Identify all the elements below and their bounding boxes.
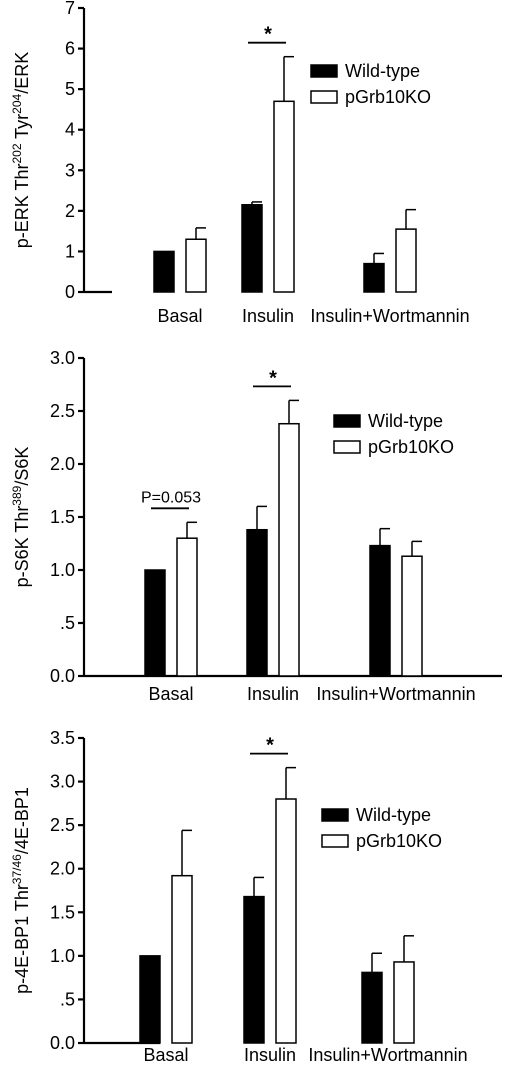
legend-label-wildtype: Wild-type [368, 411, 443, 431]
chart-panel-3: 0.0 .5 1.0 1.5 2.0 2.5 3.0 3.5 p-4E-BP1 Thr37/46… [10, 728, 468, 1065]
y-axis-label-part: p-4E-BP1 Thr [12, 884, 32, 994]
y-tick-label: 7 [65, 0, 75, 18]
chart-panel-1: 0 1 2 3 4 5 6 7 p-ERK Thr202 Tyr204/ERK Basal Insu… [10, 0, 470, 326]
bar-pgrb10ko [393, 961, 415, 1044]
bar-wildtype [363, 262, 385, 293]
y-axis-label-superscript: 202 [10, 143, 24, 163]
bar-pgrb10ko [176, 537, 198, 677]
y-axis-label: p-S6K Thr389/S6K [10, 447, 32, 588]
category-label: Insulin [247, 684, 299, 704]
bar-pgrb10ko [171, 874, 193, 1044]
bar-wildtype [243, 895, 265, 1044]
bar-pgrb10ko [395, 228, 417, 293]
legend-label-wildtype: Wild-type [356, 805, 431, 825]
bar-wildtype [139, 955, 161, 1044]
y-tick-label: 3.5 [50, 728, 75, 748]
y-tick-label: 2.5 [50, 401, 75, 421]
bar-wildtype [153, 250, 175, 293]
legend-label-pgrb10ko: pGrb10KO [345, 87, 431, 107]
y-axis-label-superscript: 389 [10, 485, 24, 505]
y-axis-label: p-4E-BP1 Thr37/46/4E-BP1 [10, 787, 32, 994]
category-label: Insulin+Wortmannin [310, 306, 469, 326]
y-tick-label: 3.0 [50, 348, 75, 368]
y-tick-label: 2.0 [50, 859, 75, 879]
category-label: Basal [143, 1045, 188, 1065]
legend-label-pgrb10ko: pGrb10KO [356, 831, 442, 851]
chart-panel-2: 0.0 .5 1.0 1.5 2.0 2.5 3.0 p-S6K Thr389/S6K Basa… [10, 348, 502, 704]
legend-swatch-pgrb10ko [333, 440, 361, 454]
y-tick-label: 1.0 [50, 560, 75, 580]
y-axis-label-superscript: 204 [10, 93, 24, 113]
bar-pgrb10ko [278, 422, 300, 677]
y-tick-label: 0.0 [50, 666, 75, 686]
y-tick-label: 2 [65, 201, 75, 221]
y-tick-label: 5 [65, 79, 75, 99]
bar-pgrb10ko [401, 555, 423, 677]
legend-swatch-wildtype [310, 64, 338, 78]
legend-label-wildtype: Wild-type [345, 61, 420, 81]
category-label: Basal [157, 306, 202, 326]
significance-star: * [269, 367, 277, 389]
significance-pvalue: P=0.053 [141, 489, 201, 506]
y-tick-label: 0.0 [50, 1033, 75, 1053]
y-tick-label: 3.0 [50, 772, 75, 792]
category-label: Insulin [244, 1045, 296, 1065]
y-axis-label-part: Tyr [12, 114, 32, 144]
y-tick-label: 2.5 [50, 815, 75, 835]
y-tick-label: .5 [60, 613, 75, 633]
y-tick-label: 1 [65, 241, 75, 261]
y-tick-label: 0 [65, 282, 75, 302]
bar-wildtype [361, 971, 383, 1044]
significance-star: * [266, 735, 274, 757]
y-axis-label-part: /ERK [12, 52, 32, 94]
category-label: Insulin+Wortmannin [308, 1045, 467, 1065]
y-tick-label: 3 [65, 160, 75, 180]
y-tick-label: 4 [65, 120, 75, 140]
y-tick-label: 1.0 [50, 946, 75, 966]
y-tick-label: 1.5 [50, 507, 75, 527]
y-tick-label: 2.0 [50, 454, 75, 474]
bar-pgrb10ko [185, 238, 207, 293]
y-axis-label-part: /4E-BP1 [12, 787, 32, 854]
y-tick-label: .5 [60, 989, 75, 1009]
y-tick-label: 6 [65, 39, 75, 59]
y-axis-label-part: /S6K [12, 447, 32, 486]
legend-swatch-pgrb10ko [321, 834, 349, 848]
legend-label-pgrb10ko: pGrb10KO [368, 437, 454, 457]
category-label: Insulin [242, 306, 294, 326]
y-axis-label-part: p-ERK Thr [12, 164, 32, 249]
significance-star: * [264, 24, 272, 46]
bar-wildtype [144, 569, 166, 677]
y-axis-label: p-ERK Thr202 Tyr204/ERK [10, 52, 32, 248]
bar-wildtype [246, 528, 268, 677]
y-axis-label-part: p-S6K Thr [12, 506, 32, 588]
bar-wildtype [369, 544, 391, 677]
category-label: Insulin+Wortmannin [316, 684, 475, 704]
bar-pgrb10ko [273, 100, 295, 293]
category-label: Basal [148, 684, 193, 704]
legend-swatch-wildtype [333, 414, 361, 428]
y-axis-label-superscript: 37/46 [10, 854, 24, 884]
y-tick-label: 1.5 [50, 902, 75, 922]
bar-wildtype [241, 204, 263, 293]
legend-swatch-pgrb10ko [310, 90, 338, 104]
legend-swatch-wildtype [321, 808, 349, 822]
bar-pgrb10ko [275, 798, 297, 1044]
